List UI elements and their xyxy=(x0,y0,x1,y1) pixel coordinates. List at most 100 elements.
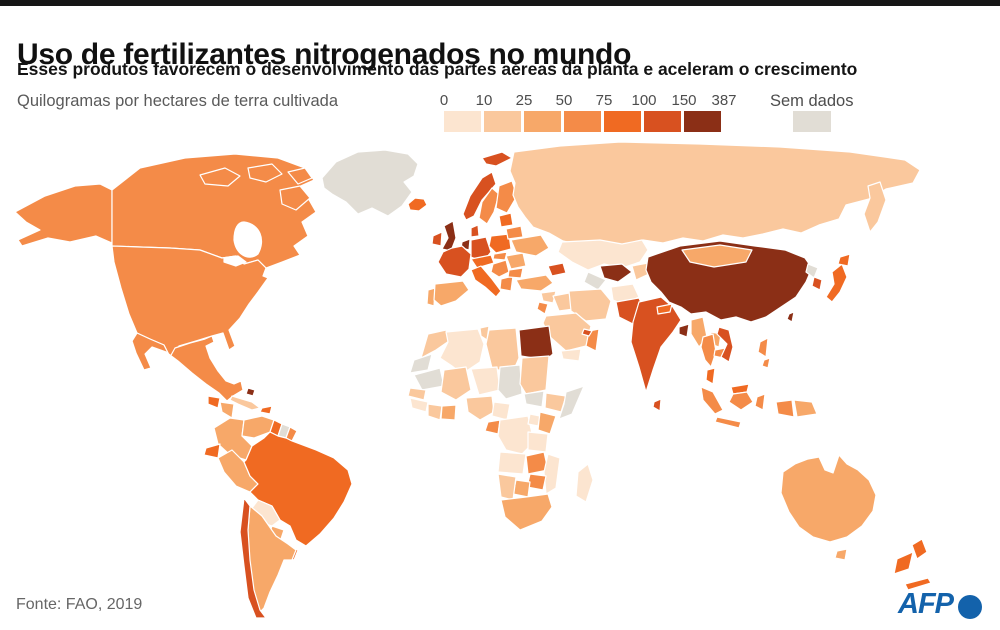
legend-tick: 150 xyxy=(671,92,697,109)
country-portugal xyxy=(426,287,436,307)
country-tasmania xyxy=(834,548,848,561)
country-mongolia xyxy=(681,244,753,268)
country-russia xyxy=(509,141,921,246)
country-cameroon xyxy=(491,401,511,421)
country-philippines xyxy=(757,337,769,358)
legend-tick: 100 xyxy=(631,92,657,109)
country-thailand xyxy=(700,333,717,368)
legend-swatch xyxy=(644,111,681,132)
country-egypt xyxy=(518,325,554,361)
legend-tick: 0 xyxy=(439,92,449,109)
country-uzbekistan xyxy=(599,263,633,283)
country-japan xyxy=(825,263,848,303)
country-china xyxy=(645,240,813,323)
country-alpine-region xyxy=(470,254,495,269)
country-sudan xyxy=(519,355,550,395)
country-ghana xyxy=(440,404,457,421)
country-greenland xyxy=(321,149,419,217)
country-saudi-arabia xyxy=(542,312,592,352)
country-guinea xyxy=(409,397,429,413)
country-iran xyxy=(568,288,612,322)
country-israel-jordan xyxy=(536,301,549,315)
source-credit: Fonte: FAO, 2019 xyxy=(16,596,143,613)
country-niger xyxy=(470,366,501,396)
legend-swatches xyxy=(444,111,724,132)
country-somalia xyxy=(558,385,585,420)
country-canada-arctic-islands xyxy=(247,163,283,183)
country-philippines-south xyxy=(761,357,771,369)
country-senegal xyxy=(407,387,427,401)
country-svalbard xyxy=(481,151,513,167)
country-bahamas xyxy=(245,387,256,397)
country-morocco xyxy=(420,329,450,359)
page-title: Uso de fertilizantes nitrogenados no mun… xyxy=(17,38,632,72)
country-uk xyxy=(441,220,457,252)
country-tanzania xyxy=(527,431,549,453)
legend-swatch xyxy=(484,111,521,132)
country-baltics xyxy=(498,212,514,228)
country-mozambique xyxy=(543,453,561,495)
country-brazil xyxy=(243,431,353,547)
country-taiwan xyxy=(786,311,795,323)
country-canada-arctic-islands xyxy=(199,167,241,187)
country-india xyxy=(630,296,682,393)
country-chile xyxy=(239,497,267,619)
country-bangladesh xyxy=(678,323,690,338)
country-ukraine xyxy=(510,234,550,257)
country-gabon xyxy=(484,419,501,435)
country-western-sahara xyxy=(409,353,433,374)
country-france xyxy=(437,245,472,278)
country-russia-kamchatka xyxy=(863,181,887,233)
country-malaysia xyxy=(705,367,716,385)
country-spain xyxy=(433,280,470,307)
country-mexico xyxy=(131,332,244,402)
country-canada-arctic-islands xyxy=(279,185,311,211)
country-hungary xyxy=(492,251,508,261)
country-new-zealand-north xyxy=(911,538,928,560)
country-kenya xyxy=(537,411,557,435)
country-bulgaria xyxy=(507,267,524,279)
country-greece xyxy=(499,275,514,292)
legend-unit-label: Quilogramas por hectares de terra cultiv… xyxy=(17,92,338,110)
country-ecuador xyxy=(203,443,221,459)
country-finland xyxy=(495,180,518,214)
no-data-swatch xyxy=(793,111,831,132)
country-indonesia-java xyxy=(714,416,742,429)
country-cuba xyxy=(229,395,261,411)
country-south-sudan xyxy=(523,390,545,408)
country-italy xyxy=(470,265,502,298)
top-bar xyxy=(0,0,1000,6)
country-belarus xyxy=(505,225,524,240)
country-alaska xyxy=(14,183,113,247)
country-namibia xyxy=(497,473,517,501)
country-japan-hokkaido xyxy=(837,253,851,267)
legend-swatch xyxy=(564,111,601,132)
country-yemen xyxy=(560,348,582,362)
legend-tick: 25 xyxy=(515,92,533,109)
country-norway xyxy=(462,171,497,221)
country-madagascar xyxy=(575,463,594,503)
legend-tick: 387 xyxy=(711,92,737,109)
country-sri-lanka xyxy=(652,398,662,412)
country-caucasus xyxy=(547,262,567,277)
legend-swatch xyxy=(444,111,481,132)
legend-tick: 10 xyxy=(475,92,493,109)
country-ireland xyxy=(431,231,443,247)
country-kazakhstan xyxy=(557,239,649,271)
country-new-caledonia xyxy=(904,577,932,591)
legend-ticks: 0 10 25 50 75 100 150 387 xyxy=(440,92,774,110)
country-indonesia-sulawesi xyxy=(754,393,766,411)
country-angola xyxy=(497,451,527,475)
country-papua-new-guinea xyxy=(793,399,818,418)
country-indonesia-papua xyxy=(775,399,795,418)
legend-tick: 50 xyxy=(555,92,573,109)
country-iceland xyxy=(407,197,428,212)
country-mali xyxy=(440,366,472,401)
country-south-africa xyxy=(500,493,553,531)
country-chad xyxy=(497,364,523,400)
country-australia xyxy=(780,454,877,543)
country-poland xyxy=(488,233,512,254)
country-ivory-coast xyxy=(427,403,443,421)
